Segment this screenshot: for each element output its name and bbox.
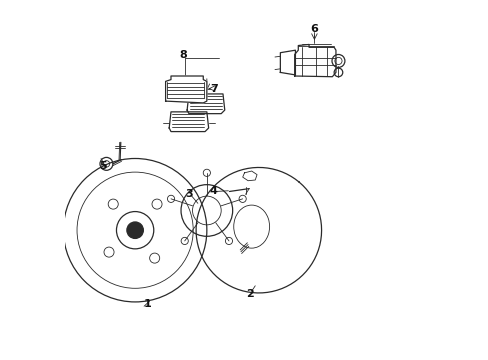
Polygon shape	[242, 171, 257, 181]
Text: 6: 6	[310, 24, 318, 35]
Text: 7: 7	[210, 84, 218, 94]
Text: 5: 5	[99, 161, 106, 171]
Text: 8: 8	[179, 50, 187, 60]
Polygon shape	[187, 94, 224, 114]
Polygon shape	[294, 44, 335, 77]
Circle shape	[126, 222, 143, 238]
Polygon shape	[169, 112, 208, 132]
Text: 1: 1	[143, 299, 151, 309]
Text: 4: 4	[208, 186, 217, 197]
Polygon shape	[280, 50, 295, 75]
Text: 3: 3	[185, 189, 192, 199]
Polygon shape	[196, 167, 321, 293]
Text: 2: 2	[245, 289, 253, 299]
Polygon shape	[165, 76, 206, 103]
